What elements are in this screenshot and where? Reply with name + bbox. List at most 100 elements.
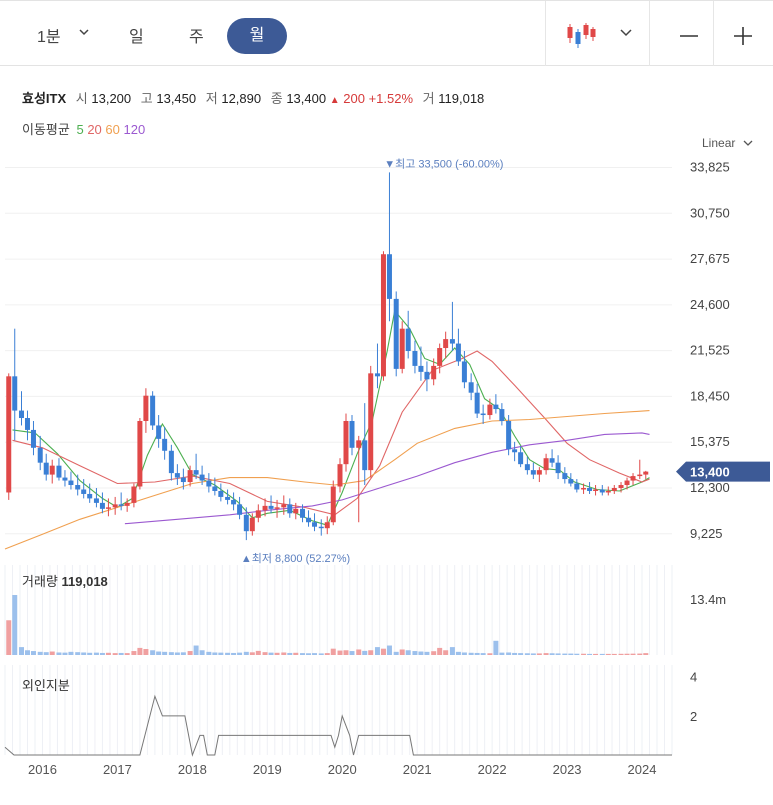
minus-icon[interactable]: [679, 26, 699, 46]
candle[interactable]: [37, 447, 43, 463]
candle[interactable]: [150, 395, 156, 426]
candle[interactable]: [218, 490, 224, 497]
candle[interactable]: [237, 504, 243, 515]
candle[interactable]: [212, 486, 218, 491]
candle[interactable]: [643, 471, 649, 475]
candle[interactable]: [618, 485, 624, 488]
candle[interactable]: [343, 420, 349, 465]
candle[interactable]: [549, 458, 555, 463]
candle[interactable]: [281, 504, 287, 508]
tab-month[interactable]: 월: [227, 18, 287, 54]
candle[interactable]: [593, 489, 599, 491]
candle[interactable]: [287, 504, 293, 514]
chart-type-chevron-icon[interactable]: [620, 27, 632, 37]
candle[interactable]: [30, 429, 36, 448]
candle[interactable]: [431, 365, 437, 380]
candle[interactable]: [75, 485, 81, 490]
candle[interactable]: [562, 473, 568, 480]
candle[interactable]: [630, 476, 636, 481]
candle[interactable]: [199, 474, 205, 481]
candle[interactable]: [368, 373, 374, 471]
candle[interactable]: [168, 450, 174, 474]
candle[interactable]: [330, 486, 336, 523]
candle[interactable]: [62, 477, 68, 481]
candle[interactable]: [12, 376, 18, 411]
plus-icon[interactable]: [733, 26, 753, 46]
candle[interactable]: [99, 502, 105, 509]
candle[interactable]: [249, 517, 255, 532]
candle[interactable]: [611, 487, 617, 491]
candle[interactable]: [393, 298, 399, 369]
candle[interactable]: [605, 490, 611, 493]
candle[interactable]: [156, 425, 162, 439]
candle[interactable]: [480, 413, 486, 416]
candle[interactable]: [449, 339, 455, 344]
candle[interactable]: [206, 480, 212, 487]
candle[interactable]: [468, 382, 474, 393]
candle[interactable]: [131, 486, 137, 503]
candle[interactable]: [93, 498, 99, 503]
candle[interactable]: [581, 487, 587, 490]
candle[interactable]: [530, 470, 536, 475]
candle[interactable]: [587, 487, 593, 491]
scale-select[interactable]: Linear: [702, 136, 753, 150]
candle[interactable]: [499, 409, 505, 421]
candle[interactable]: [231, 499, 237, 505]
candle[interactable]: [193, 470, 199, 475]
candle[interactable]: [524, 464, 530, 471]
candle[interactable]: [418, 365, 424, 372]
candle[interactable]: [399, 328, 405, 369]
tab-week[interactable]: 주: [189, 29, 204, 46]
candle[interactable]: [374, 373, 380, 377]
candle[interactable]: [543, 458, 549, 471]
candle[interactable]: [386, 254, 392, 299]
candlestick-icon[interactable]: [566, 21, 596, 49]
candle[interactable]: [443, 339, 449, 349]
candle[interactable]: [87, 493, 93, 499]
candle[interactable]: [137, 420, 143, 487]
candle[interactable]: [143, 395, 149, 421]
candle[interactable]: [43, 462, 49, 475]
candle[interactable]: [518, 452, 524, 465]
candle[interactable]: [255, 510, 261, 518]
candle[interactable]: [312, 522, 318, 527]
candle[interactable]: [512, 449, 518, 453]
candle[interactable]: [318, 526, 324, 529]
candle[interactable]: [6, 376, 12, 493]
candle[interactable]: [68, 480, 74, 486]
candle[interactable]: [324, 522, 330, 529]
candle[interactable]: [437, 348, 443, 366]
candle[interactable]: [487, 404, 493, 416]
candle[interactable]: [599, 489, 605, 493]
candle[interactable]: [455, 343, 461, 362]
candle[interactable]: [180, 477, 186, 483]
candle[interactable]: [493, 404, 499, 410]
candle[interactable]: [424, 371, 430, 380]
candle[interactable]: [268, 505, 274, 509]
candle[interactable]: [293, 508, 299, 514]
candle[interactable]: [187, 470, 193, 483]
candle[interactable]: [362, 440, 368, 471]
candle[interactable]: [536, 470, 542, 475]
candle[interactable]: [174, 473, 180, 478]
candle[interactable]: [105, 507, 111, 509]
candle[interactable]: [624, 480, 630, 486]
candle[interactable]: [405, 328, 411, 352]
candle[interactable]: [112, 504, 118, 508]
candle[interactable]: [162, 438, 168, 451]
candle[interactable]: [574, 483, 580, 490]
candle[interactable]: [56, 465, 62, 478]
candle[interactable]: [474, 392, 480, 414]
candle[interactable]: [300, 508, 306, 518]
candle[interactable]: [380, 254, 386, 377]
candle[interactable]: [637, 474, 643, 477]
candle[interactable]: [356, 440, 362, 448]
candle[interactable]: [243, 514, 249, 532]
candle[interactable]: [24, 418, 30, 430]
candle[interactable]: [461, 361, 467, 383]
candle[interactable]: [568, 479, 574, 484]
candle[interactable]: [349, 420, 355, 448]
candle[interactable]: [412, 351, 418, 366]
candle[interactable]: [49, 465, 55, 475]
